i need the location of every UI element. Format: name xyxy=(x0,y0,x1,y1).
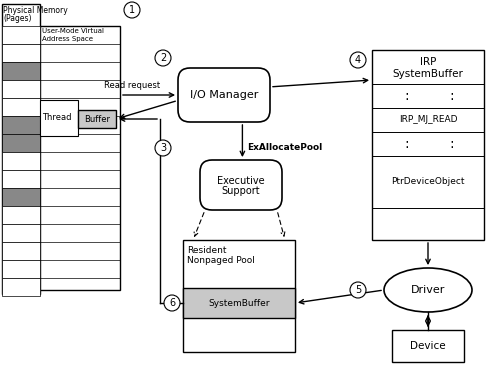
Circle shape xyxy=(155,50,171,66)
Bar xyxy=(2,188,40,206)
Bar xyxy=(2,206,40,224)
Bar xyxy=(2,80,40,98)
Text: User-Mode Virtual: User-Mode Virtual xyxy=(42,28,104,34)
Text: I/O Manager: I/O Manager xyxy=(190,90,258,100)
Text: :: : xyxy=(405,89,409,103)
Bar xyxy=(2,44,40,62)
Bar xyxy=(2,26,40,44)
Text: 2: 2 xyxy=(160,53,166,63)
Circle shape xyxy=(350,282,366,298)
Bar xyxy=(2,242,40,260)
Text: ExAllocatePool: ExAllocatePool xyxy=(247,144,322,152)
Text: Nonpaged Pool: Nonpaged Pool xyxy=(187,256,255,265)
Bar xyxy=(2,278,40,296)
Circle shape xyxy=(164,295,180,311)
Bar xyxy=(2,116,40,134)
Text: 5: 5 xyxy=(355,285,361,295)
Text: :: : xyxy=(405,137,409,151)
Bar xyxy=(2,152,40,170)
Text: (Pages): (Pages) xyxy=(3,14,32,23)
Ellipse shape xyxy=(384,268,472,312)
Text: SystemBuffer: SystemBuffer xyxy=(392,69,464,79)
Text: Support: Support xyxy=(222,186,260,196)
Text: Executive: Executive xyxy=(217,176,265,186)
Bar xyxy=(2,98,40,116)
Text: PtrDeviceObject: PtrDeviceObject xyxy=(391,177,465,187)
Text: Address Space: Address Space xyxy=(42,36,93,42)
FancyBboxPatch shape xyxy=(200,160,282,210)
Text: Device: Device xyxy=(410,341,446,351)
Bar xyxy=(78,110,116,128)
Circle shape xyxy=(155,140,171,156)
Text: :: : xyxy=(449,137,454,151)
Text: Buffer: Buffer xyxy=(84,114,110,124)
Circle shape xyxy=(350,52,366,68)
Text: SystemBuffer: SystemBuffer xyxy=(208,298,270,308)
Bar xyxy=(183,288,295,318)
Bar xyxy=(2,134,40,152)
Bar xyxy=(2,62,40,80)
Bar xyxy=(40,26,120,290)
Bar xyxy=(183,240,295,352)
Text: IRP_MJ_READ: IRP_MJ_READ xyxy=(399,116,457,124)
Bar xyxy=(392,330,464,362)
Text: 4: 4 xyxy=(355,55,361,65)
Text: Thread: Thread xyxy=(42,113,72,123)
Text: Resident: Resident xyxy=(187,246,226,255)
Text: 3: 3 xyxy=(160,143,166,153)
FancyBboxPatch shape xyxy=(178,68,270,122)
Text: Read request: Read request xyxy=(104,81,160,89)
Bar xyxy=(2,224,40,242)
Bar xyxy=(372,50,484,240)
Bar xyxy=(2,4,40,294)
Text: 6: 6 xyxy=(169,298,175,308)
Text: IRP: IRP xyxy=(420,57,436,67)
Text: Driver: Driver xyxy=(411,285,445,295)
Text: 1: 1 xyxy=(129,5,135,15)
Bar xyxy=(40,100,78,136)
Bar xyxy=(2,170,40,188)
Bar xyxy=(2,260,40,278)
Text: Physical Memory: Physical Memory xyxy=(3,6,68,15)
Circle shape xyxy=(124,2,140,18)
Text: :: : xyxy=(449,89,454,103)
